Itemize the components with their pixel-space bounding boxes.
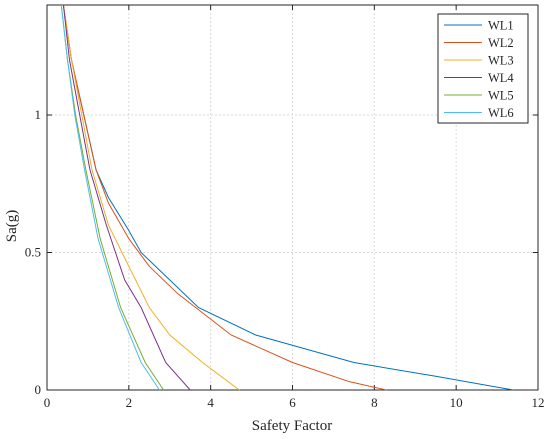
legend-label: WL3	[488, 54, 514, 68]
y-tick-label: 1	[35, 107, 42, 122]
x-tick-label: 2	[126, 395, 133, 410]
series-line-wl3	[62, 4, 240, 391]
legend-label: WL4	[488, 71, 514, 85]
axis-ticks	[46, 5, 539, 391]
x-tick-label: 8	[371, 395, 378, 410]
tick-labels: 0 2 4 6 8 10 12 0 0.5 1	[25, 107, 545, 410]
y-tick-label: 0	[35, 382, 42, 397]
x-tick-label: 6	[289, 395, 296, 410]
series-line-wl6	[60, 4, 160, 391]
series-line-wl2	[62, 4, 387, 391]
x-tick-label: 10	[450, 395, 463, 410]
legend-label: WL5	[488, 89, 514, 103]
legend-label: WL1	[488, 19, 514, 33]
x-tick-label: 0	[44, 395, 51, 410]
legend-box	[437, 13, 529, 124]
legend-label: WL6	[488, 106, 514, 120]
x-tick-label: 4	[207, 395, 214, 410]
y-axis-title: Sa(g)	[4, 210, 20, 243]
series-lines	[60, 4, 514, 391]
legend-label: WL2	[488, 36, 514, 50]
legend: WL1 WL2 WL3 WL4 WL5 WL6	[437, 13, 529, 124]
x-tick-label: 12	[532, 395, 545, 410]
x-axis-title: Safety Factor	[252, 418, 332, 434]
series-line-wl4	[62, 4, 191, 391]
y-tick-label: 0.5	[25, 245, 41, 260]
